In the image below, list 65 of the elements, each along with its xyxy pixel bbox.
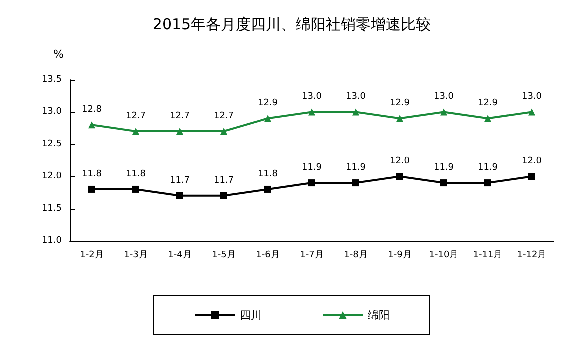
y-tick-label: 12.5 bbox=[42, 139, 62, 150]
legend-label: 四川 bbox=[240, 309, 262, 322]
legend-label: 绵阳 bbox=[368, 309, 390, 322]
point bbox=[528, 108, 536, 116]
point bbox=[132, 186, 140, 193]
x-tick-label: 1-8月 bbox=[344, 250, 368, 260]
y-tick-label: 13.0 bbox=[42, 107, 62, 118]
data-label: 11.8 bbox=[258, 169, 278, 180]
point bbox=[88, 186, 96, 193]
point bbox=[308, 108, 316, 116]
chart-title: 2015年各月度四川、绵阳社销零增速比较 bbox=[152, 16, 432, 34]
data-label: 13.0 bbox=[302, 92, 322, 102]
point bbox=[220, 192, 228, 200]
data-label: 12.9 bbox=[390, 98, 410, 109]
y-tick-label: 11.5 bbox=[42, 204, 62, 214]
data-label: 13.0 bbox=[522, 92, 542, 102]
data-label: 12.0 bbox=[522, 156, 542, 167]
point bbox=[396, 115, 404, 122]
data-label: 11.8 bbox=[126, 169, 146, 180]
point bbox=[440, 180, 448, 187]
x-tick-label: 1-5月 bbox=[212, 250, 236, 260]
point bbox=[484, 180, 492, 187]
point bbox=[484, 115, 492, 122]
point bbox=[352, 108, 360, 116]
data-label: 11.9 bbox=[346, 163, 366, 174]
x-tick-label: 1-9月 bbox=[388, 250, 412, 260]
point bbox=[264, 186, 272, 193]
point bbox=[352, 180, 360, 187]
x-tick-label: 1-4月 bbox=[168, 250, 192, 260]
y-tick-label: 13.5 bbox=[42, 75, 62, 85]
data-label: 12.7 bbox=[170, 112, 190, 122]
y-tick-label: 12.0 bbox=[42, 172, 62, 182]
point bbox=[220, 128, 228, 136]
y-tick-label: 11.0 bbox=[42, 236, 62, 246]
data-label: 12.9 bbox=[478, 98, 498, 109]
data-label: 12.8 bbox=[82, 105, 102, 116]
data-label: 13.0 bbox=[434, 92, 454, 102]
point bbox=[176, 128, 184, 136]
data-label: 12.0 bbox=[390, 156, 410, 167]
data-label: 11.9 bbox=[302, 163, 322, 174]
x-tick-label: 1-6月 bbox=[256, 250, 280, 260]
data-label: 11.9 bbox=[478, 163, 498, 174]
point bbox=[264, 115, 272, 122]
point bbox=[396, 173, 404, 180]
point bbox=[88, 122, 96, 129]
x-tick-label: 1-7月 bbox=[300, 250, 324, 260]
point bbox=[132, 128, 140, 136]
data-label: 11.7 bbox=[214, 176, 234, 186]
point bbox=[528, 173, 536, 180]
x-tick-label: 1-10月 bbox=[429, 250, 459, 260]
point bbox=[440, 108, 448, 116]
data-label: 13.0 bbox=[346, 92, 366, 102]
x-tick-label: 1-11月 bbox=[473, 250, 503, 260]
data-label: 12.9 bbox=[258, 98, 278, 109]
x-tick-label: 1-2月 bbox=[80, 250, 104, 260]
point bbox=[308, 180, 316, 187]
data-label: 11.7 bbox=[170, 176, 190, 186]
data-label: 12.7 bbox=[126, 112, 146, 122]
data-label: 12.7 bbox=[214, 112, 234, 122]
point bbox=[176, 192, 184, 200]
x-tick-label: 1-12月 bbox=[517, 250, 547, 260]
data-label: 11.9 bbox=[434, 163, 454, 174]
data-label: 11.8 bbox=[82, 169, 102, 180]
x-tick-label: 1-3月 bbox=[124, 250, 148, 260]
y-axis-title: % bbox=[54, 48, 64, 61]
